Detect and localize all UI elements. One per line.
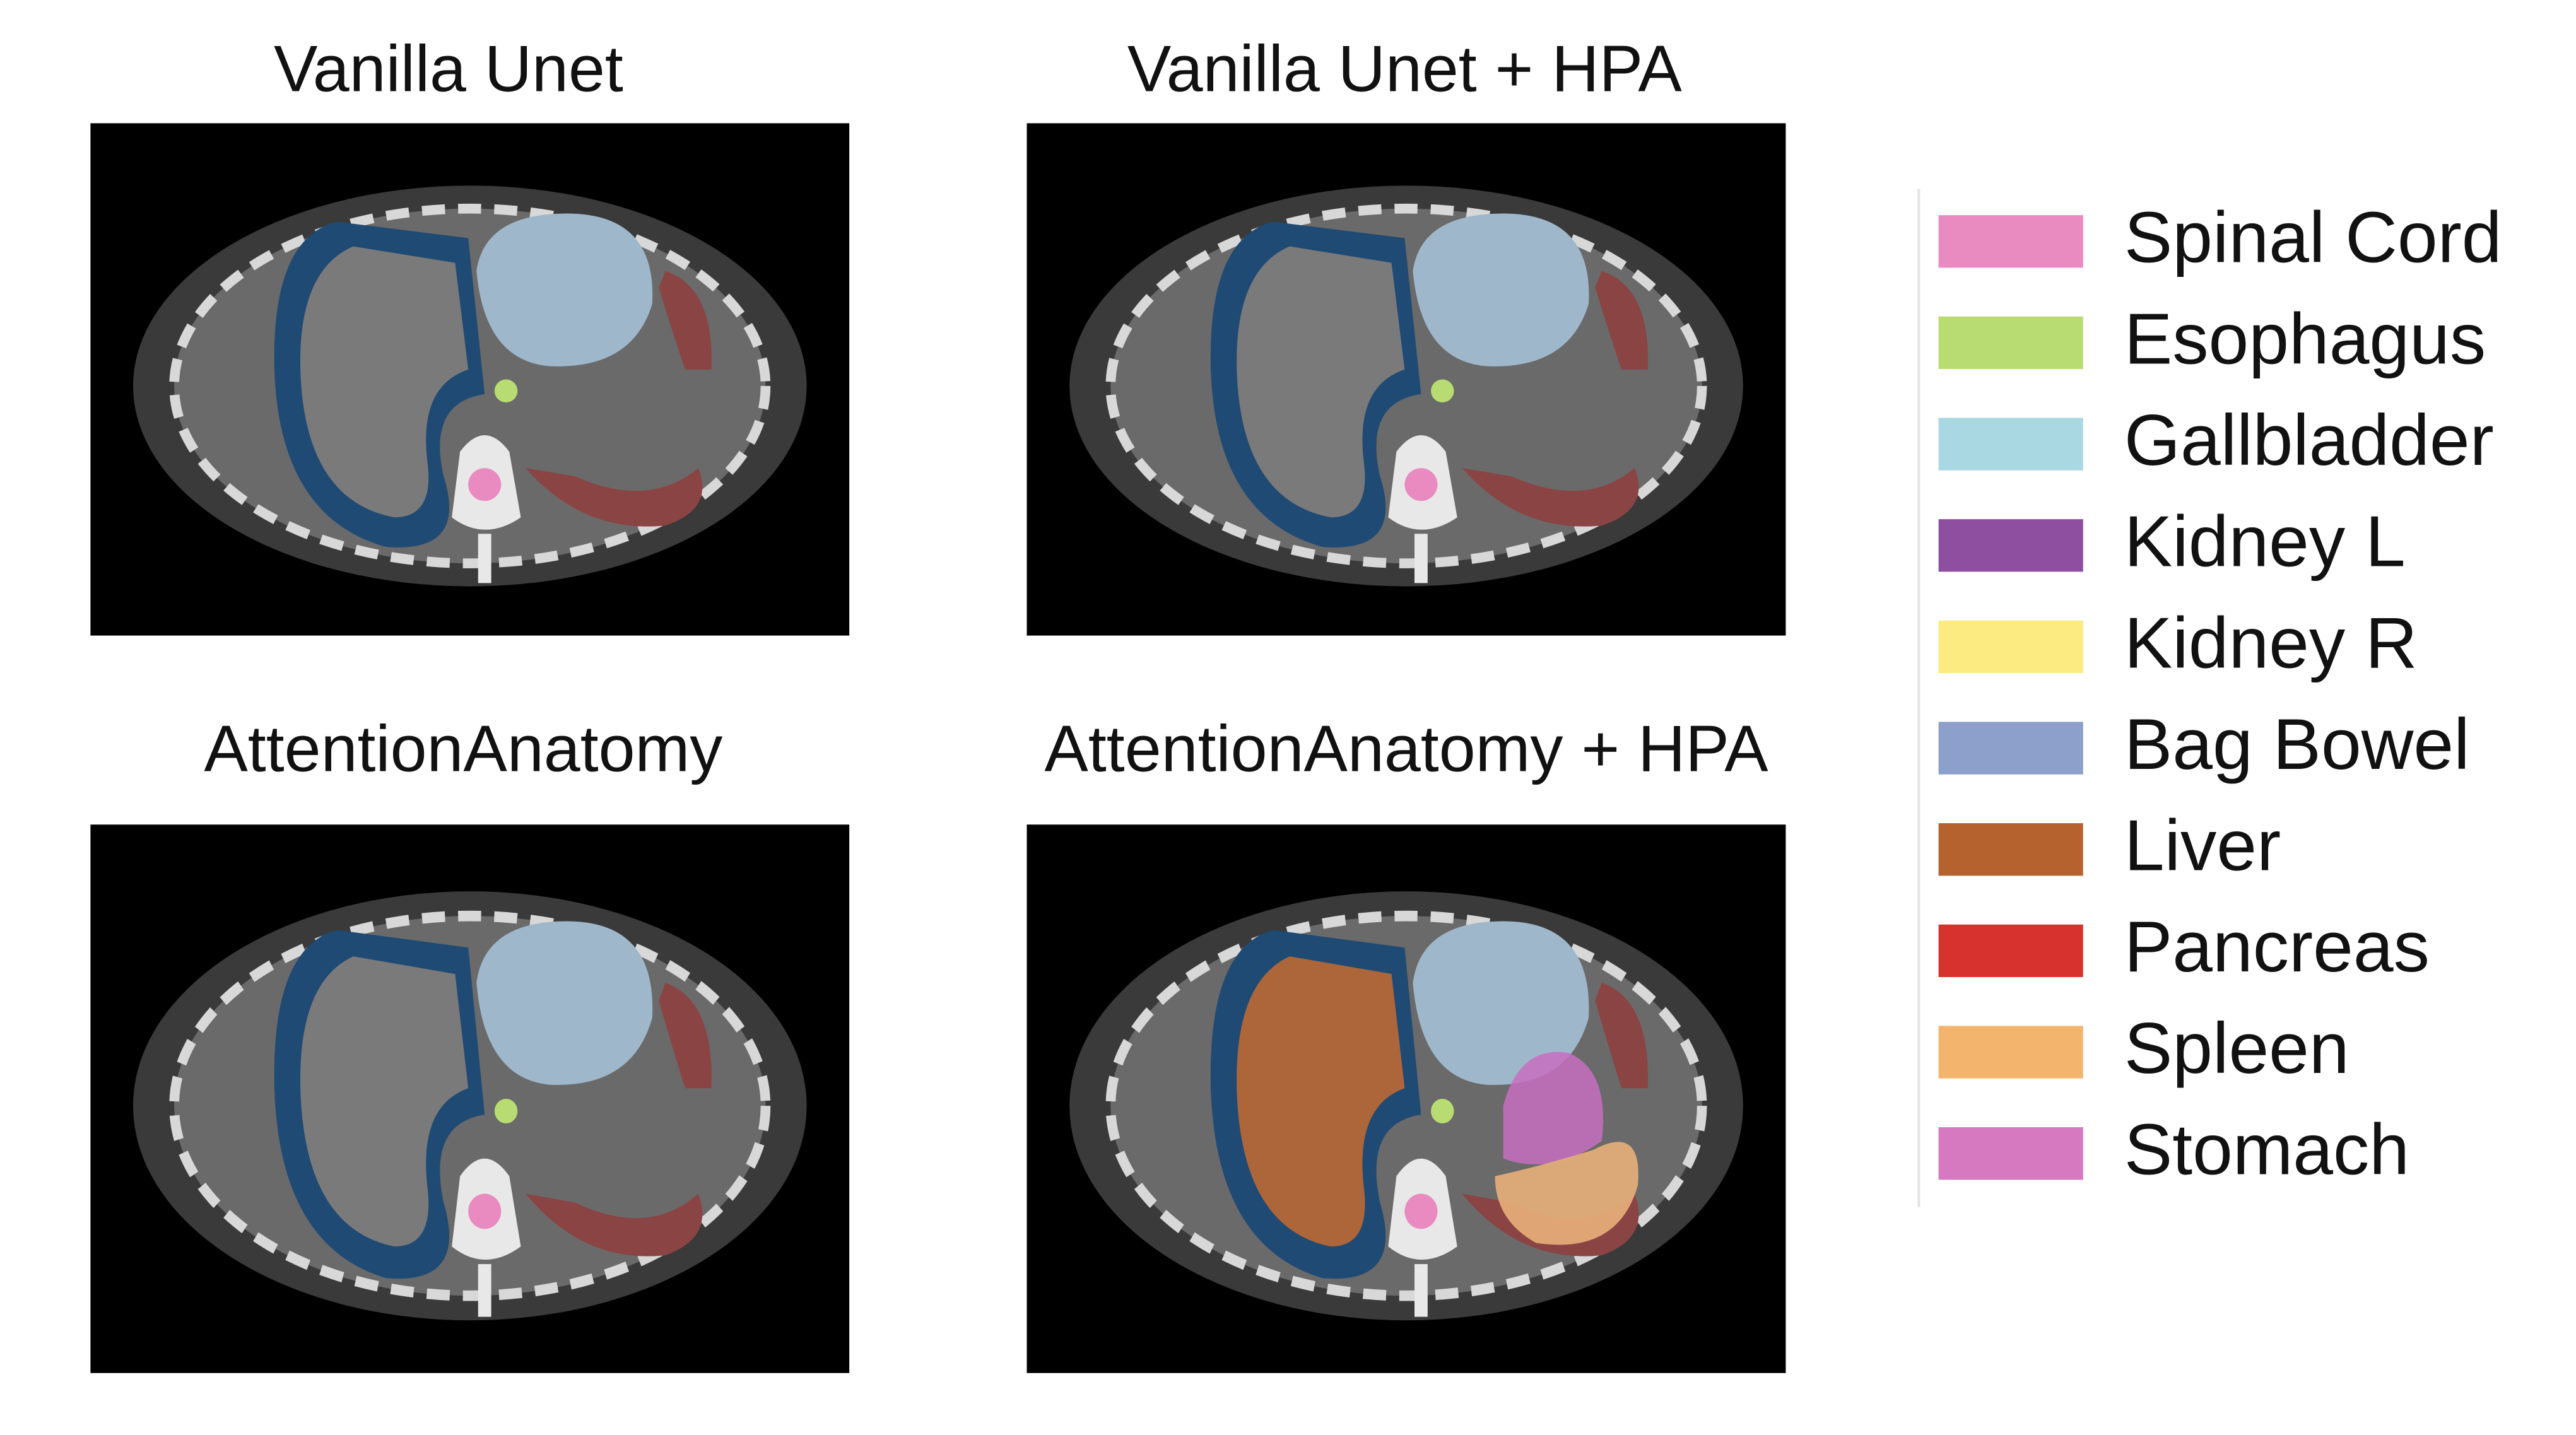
legend-label: Stomach [2124, 1110, 2409, 1190]
legend-swatch [1938, 722, 2083, 775]
panel: AttentionAnatomy [90, 713, 849, 1373]
legend-swatch [1938, 316, 2083, 370]
legend-swatch [1938, 823, 2083, 876]
ct-image [1026, 824, 1785, 1373]
legend-swatch [1938, 418, 2083, 471]
legend-label: Kidney R [2124, 602, 2418, 683]
ct-image [90, 824, 849, 1373]
legend-label: Spinal Cord [2124, 197, 2502, 278]
ct-image [1026, 123, 1785, 635]
panel-title: AttentionAnatomy [204, 713, 722, 786]
panel: AttentionAnatomy + HPA [1026, 713, 1785, 1373]
panel: Vanilla Unet [90, 33, 849, 636]
panel-title: Vanilla Unet + HPA [1127, 33, 1682, 106]
legend-label: Gallbladder [2124, 400, 2494, 481]
legend-label: Esophagus [2124, 298, 2486, 379]
legend-label: Spleen [2124, 1008, 2350, 1089]
legend-label: Kidney L [2124, 501, 2406, 582]
legend-swatch [1938, 620, 2083, 674]
legend-swatch [1938, 1026, 2083, 1079]
panel-title: Vanilla Unet [274, 33, 623, 106]
panel: Vanilla Unet + HPA [1026, 33, 1785, 636]
legend: Spinal Cord Esophagus Gallbladder Kidney L K… [1938, 197, 2502, 1190]
legend-label: Bag Bowel [2124, 704, 2470, 785]
legend-swatch [1938, 215, 2083, 268]
legend-label: Liver [2124, 805, 2281, 886]
panel-title: AttentionAnatomy + HPA [1044, 713, 1768, 786]
legend-swatch [1938, 924, 2083, 978]
legend-label: Pancreas [2124, 906, 2430, 987]
legend-swatch [1938, 519, 2083, 572]
ct-image [90, 123, 849, 635]
legend-swatch [1938, 1127, 2083, 1180]
